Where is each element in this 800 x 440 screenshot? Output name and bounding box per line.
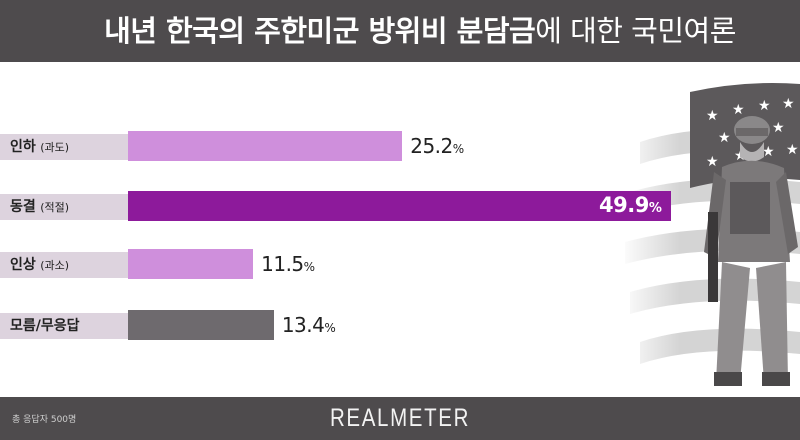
svg-text:★: ★: [762, 144, 775, 160]
bar-1: [128, 131, 403, 161]
value-label-4: 13.4%: [281, 313, 336, 337]
bar-4: [128, 310, 274, 340]
chart-title: 내년 한국의 주한미군 방위비 분담금에 대한 국민여론: [0, 0, 800, 62]
category-label-1: 인하 (과도): [0, 134, 128, 160]
respondent-note: 총 응답자 500명: [12, 415, 77, 425]
brand-logo: REALMETER: [329, 404, 471, 432]
value-label-3: 11.5%: [261, 252, 315, 276]
svg-text:★: ★: [786, 142, 799, 158]
soldier-with-flag-icon: ★★ ★★ ★★ ★★ ★★ ★: [620, 62, 800, 397]
title-light: 에 대한 국민여론: [535, 14, 736, 48]
svg-text:★: ★: [782, 96, 795, 112]
svg-text:★: ★: [732, 102, 745, 118]
header-bar: 내년 한국의 주한미군 방위비 분담금에 대한 국민여론: [0, 0, 800, 62]
footer-bar: 총 응답자 500명 REALMETER: [0, 397, 800, 440]
category-label-3: 인상 (과소): [0, 252, 128, 278]
category-label-4: 모름/무응답: [0, 313, 128, 339]
svg-text:★: ★: [718, 130, 731, 146]
svg-text:★: ★: [706, 108, 719, 124]
value-label-2: 49.9%: [599, 193, 662, 217]
category-label-2: 동결 (적절): [0, 194, 128, 220]
bar-2: [128, 191, 671, 221]
title-bold: 내년 한국의 주한미군 방위비 분담금: [104, 14, 536, 48]
svg-text:★: ★: [706, 154, 719, 170]
value-label-1: 25.2%: [410, 134, 464, 158]
bar-3: [128, 249, 254, 279]
svg-text:★: ★: [758, 98, 771, 114]
svg-text:★: ★: [772, 120, 785, 136]
